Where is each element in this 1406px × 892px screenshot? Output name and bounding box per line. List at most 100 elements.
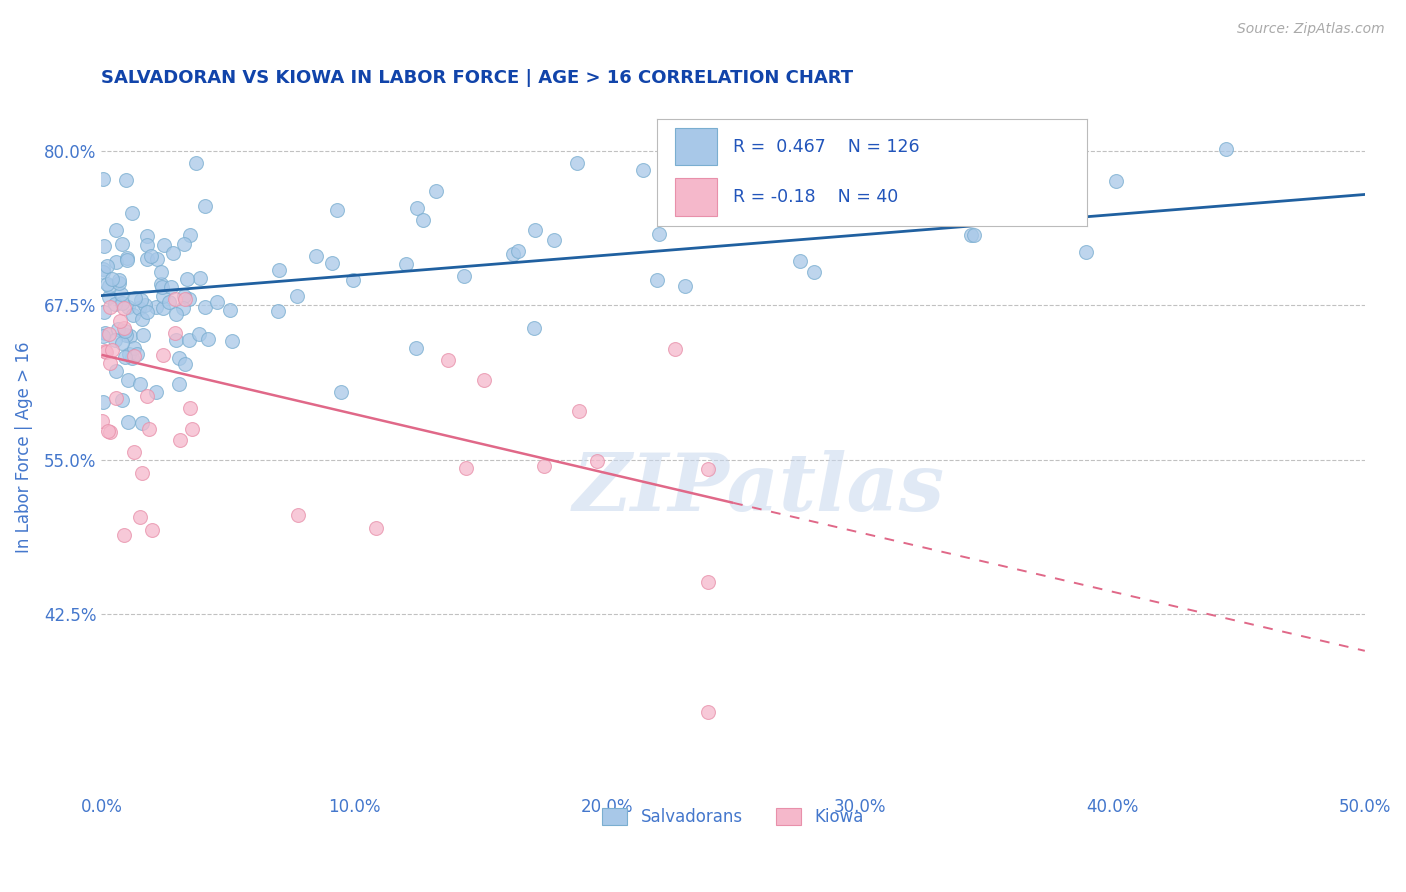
Point [112,321,135,335]
Point [98,356,121,370]
Point [149,277,172,292]
Point [453,268,475,283]
Point [141,523,163,537]
Point [121,351,143,366]
Point [329,384,352,399]
Point [565,156,588,170]
Point [101,272,124,286]
Point [152,288,174,302]
Point [115,328,138,343]
Point [962,227,984,242]
Point [122,308,145,322]
Point [94,345,117,359]
Point [436,352,458,367]
Point [107,322,129,336]
Point [153,237,176,252]
Point [125,347,148,361]
Point [115,251,138,265]
Point [165,326,187,340]
Point [205,294,228,309]
Point [454,461,477,475]
Point [366,521,388,535]
Point [188,326,211,341]
Point [1074,244,1097,259]
Point [472,373,495,387]
Point [97,424,120,438]
Point [543,234,565,248]
Point [163,293,186,307]
Point [145,300,167,314]
Point [167,351,190,365]
Point [114,173,136,187]
Point [91,265,114,279]
Point [568,404,591,418]
Point [98,279,121,293]
Text: ZIPatlas: ZIPatlas [572,450,945,527]
Point [117,415,139,429]
Point [165,307,187,321]
Point [91,172,114,186]
Point [104,333,127,347]
Point [110,287,132,301]
Point [585,454,607,468]
Point [180,422,202,436]
Point [184,155,207,169]
Point [122,349,145,363]
Point [188,270,211,285]
Point [194,300,217,314]
Point [221,334,243,348]
Point [108,276,131,290]
Point [108,273,131,287]
Legend: Salvadorans, Kiowa: Salvadorans, Kiowa [596,801,870,832]
Point [111,296,134,310]
Point [169,376,191,391]
Point [179,228,201,243]
Point [789,254,811,268]
Point [165,334,187,348]
Point [696,462,718,476]
Point [673,279,696,293]
Point [160,279,183,293]
Point [115,252,138,267]
Point [533,458,555,473]
Point [108,314,131,328]
Point [219,302,242,317]
Point [412,212,434,227]
Point [174,293,197,307]
Point [194,199,217,213]
Point [94,344,117,359]
Point [118,347,141,361]
Point [132,327,155,342]
Point [111,393,134,408]
Point [645,273,668,287]
Point [197,332,219,346]
Text: Source: ZipAtlas.com: Source: ZipAtlas.com [1237,22,1385,37]
Point [162,245,184,260]
Point [177,292,200,306]
Point [105,391,128,405]
Point [706,191,728,205]
Point [405,341,427,355]
Point [157,294,180,309]
Point [145,385,167,400]
Point [104,297,127,311]
Point [96,260,118,274]
Point [808,193,831,207]
Point [128,301,150,315]
Point [124,445,146,459]
Point [425,185,447,199]
Point [321,256,343,270]
Point [131,416,153,430]
Point [959,227,981,242]
Point [118,329,141,343]
Point [104,364,127,378]
Point [111,237,134,252]
Point [1215,142,1237,156]
Point [176,272,198,286]
Point [406,201,429,215]
Point [173,237,195,252]
Point [173,289,195,303]
Point [112,528,135,542]
Point [124,291,146,305]
Point [91,414,114,428]
